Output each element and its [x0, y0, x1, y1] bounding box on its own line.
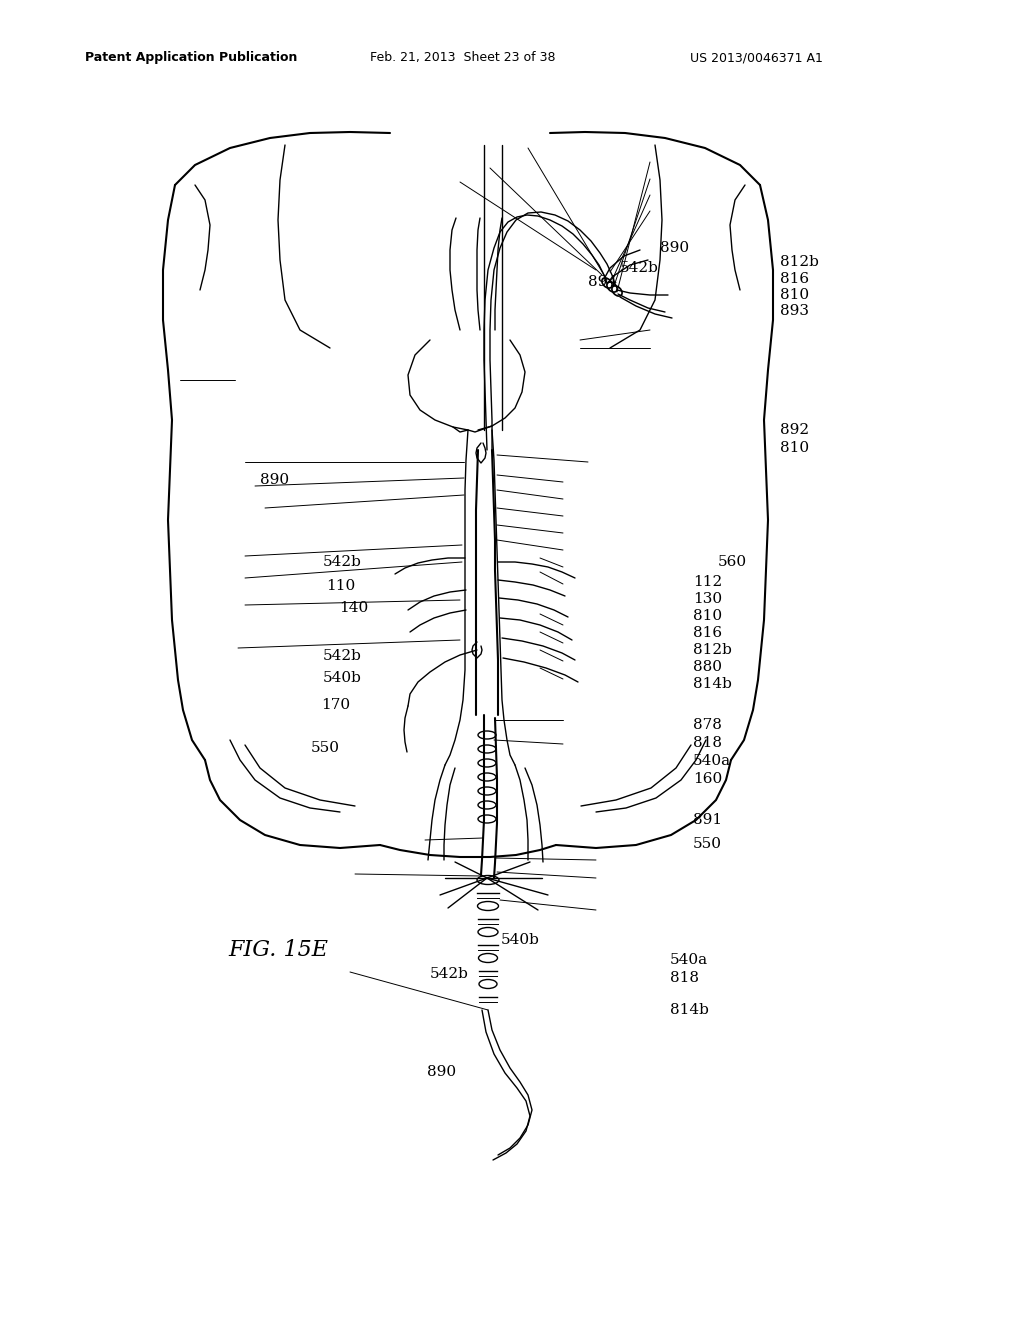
Text: 812b: 812b	[693, 643, 732, 657]
Text: 890: 890	[660, 242, 689, 255]
Text: 112: 112	[693, 576, 722, 589]
Text: 540b: 540b	[323, 671, 361, 685]
Text: 110: 110	[326, 579, 355, 593]
Text: 880: 880	[693, 660, 722, 675]
Text: 814b: 814b	[693, 677, 732, 690]
Text: 816: 816	[780, 272, 809, 286]
Text: 892: 892	[780, 422, 809, 437]
Text: US 2013/0046371 A1: US 2013/0046371 A1	[690, 51, 823, 65]
Text: 810: 810	[693, 609, 722, 623]
Text: 890: 890	[427, 1065, 456, 1078]
Text: 814b: 814b	[670, 1003, 709, 1016]
Text: 160: 160	[693, 772, 722, 785]
Text: 542b: 542b	[430, 968, 469, 981]
Text: 140: 140	[339, 601, 369, 615]
Text: 542b: 542b	[323, 649, 361, 663]
Text: Feb. 21, 2013  Sheet 23 of 38: Feb. 21, 2013 Sheet 23 of 38	[370, 51, 555, 65]
Text: 810: 810	[780, 441, 809, 455]
Text: 560: 560	[718, 554, 748, 569]
Text: 540b: 540b	[501, 933, 540, 946]
Text: 878: 878	[693, 718, 722, 733]
Text: 891: 891	[693, 813, 722, 828]
Text: 893: 893	[780, 304, 809, 318]
Text: 542b: 542b	[620, 261, 658, 275]
Text: 540a: 540a	[670, 953, 709, 968]
Text: 818: 818	[693, 737, 722, 750]
Text: Patent Application Publication: Patent Application Publication	[85, 51, 297, 65]
Text: 812b: 812b	[780, 255, 819, 269]
Text: 550: 550	[311, 741, 340, 755]
Text: 170: 170	[321, 698, 350, 711]
Text: 894: 894	[588, 275, 617, 289]
Text: 550: 550	[693, 837, 722, 851]
Text: 810: 810	[780, 288, 809, 302]
Text: 818: 818	[670, 972, 699, 985]
Text: 542b: 542b	[323, 554, 361, 569]
Text: 540a: 540a	[693, 754, 731, 768]
Text: FIG. 15E: FIG. 15E	[228, 939, 328, 961]
Text: 890: 890	[260, 473, 289, 487]
Text: 130: 130	[693, 591, 722, 606]
Text: 816: 816	[693, 626, 722, 640]
